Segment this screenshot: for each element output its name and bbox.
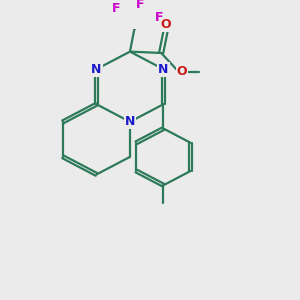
Text: O: O: [160, 18, 171, 32]
Text: O: O: [177, 65, 187, 78]
Text: N: N: [125, 115, 135, 128]
Text: N: N: [158, 63, 169, 76]
Text: N: N: [91, 63, 102, 76]
Text: F: F: [136, 0, 145, 11]
Text: F: F: [112, 2, 121, 16]
Text: F: F: [155, 11, 164, 24]
